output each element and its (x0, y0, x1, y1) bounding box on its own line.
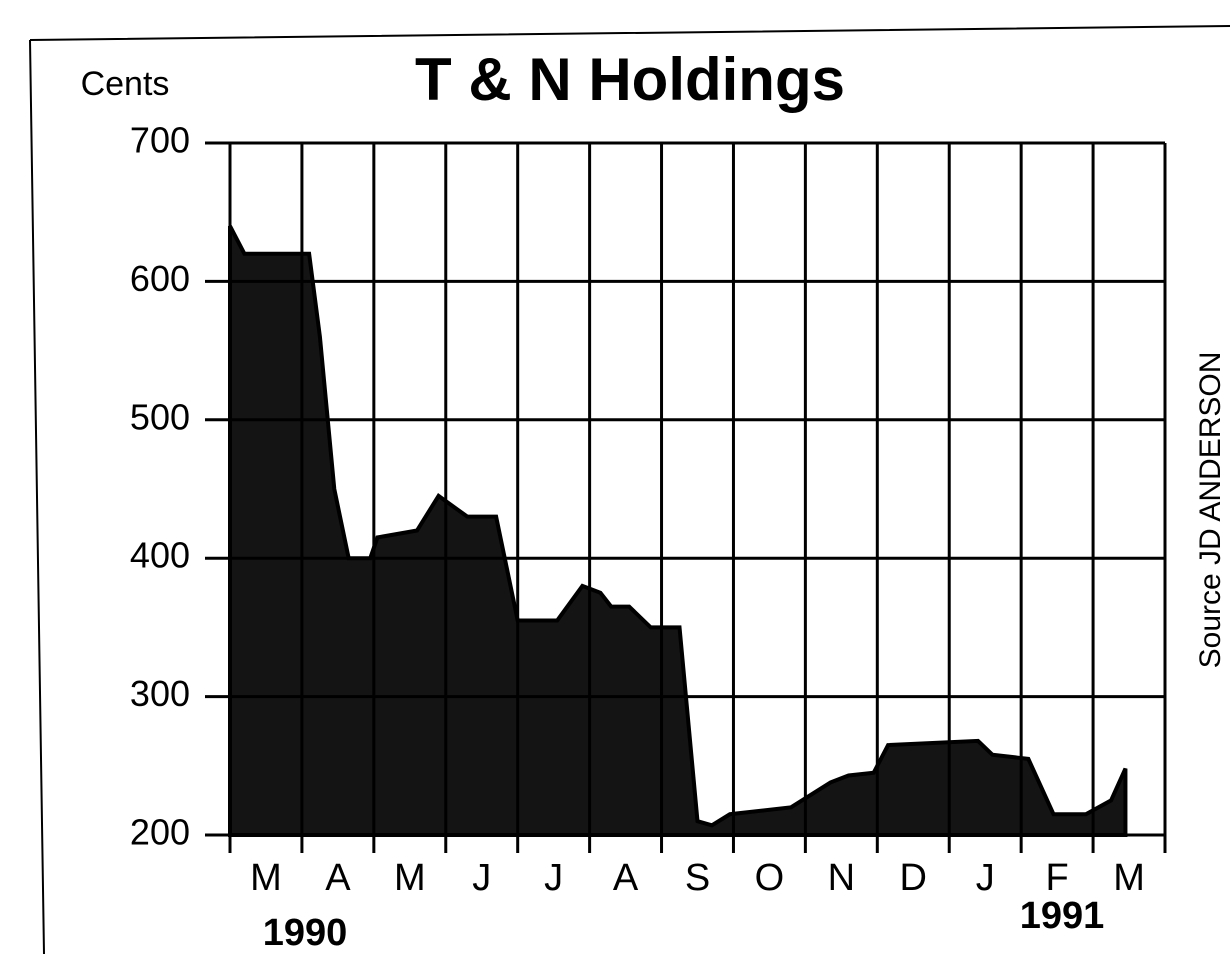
x-tick-label: F (1046, 857, 1069, 899)
year-label: 1990 (263, 912, 348, 954)
x-tick-label: N (828, 857, 855, 899)
chart-title: T & N Holdings (415, 46, 845, 113)
x-tick-label: A (325, 857, 351, 899)
x-tick-label: D (900, 857, 927, 899)
x-tick-label: S (685, 857, 710, 899)
y-tick-label: 500 (130, 396, 190, 437)
y-tick-label: 600 (130, 258, 190, 299)
year-label: 1991 (1020, 895, 1105, 937)
y-axis-label: Cents (81, 65, 170, 103)
y-tick-label: 300 (130, 673, 190, 714)
x-tick-label: O (755, 857, 785, 899)
source-note: Source JD ANDERSON (1194, 352, 1227, 669)
x-tick-label: M (250, 857, 282, 899)
y-tick-label: 400 (130, 535, 190, 576)
x-tick-label: J (472, 857, 491, 899)
x-tick-label: A (613, 857, 639, 899)
frame (29, 25, 1230, 954)
x-tick-label: M (394, 857, 426, 899)
x-tick-label: J (544, 857, 563, 899)
x-tick-label: M (1113, 857, 1145, 899)
x-tick-label: J (976, 857, 995, 899)
area (228, 225, 1128, 837)
y-tick-label: 700 (130, 120, 190, 161)
y-tick-label: 200 (130, 812, 190, 853)
